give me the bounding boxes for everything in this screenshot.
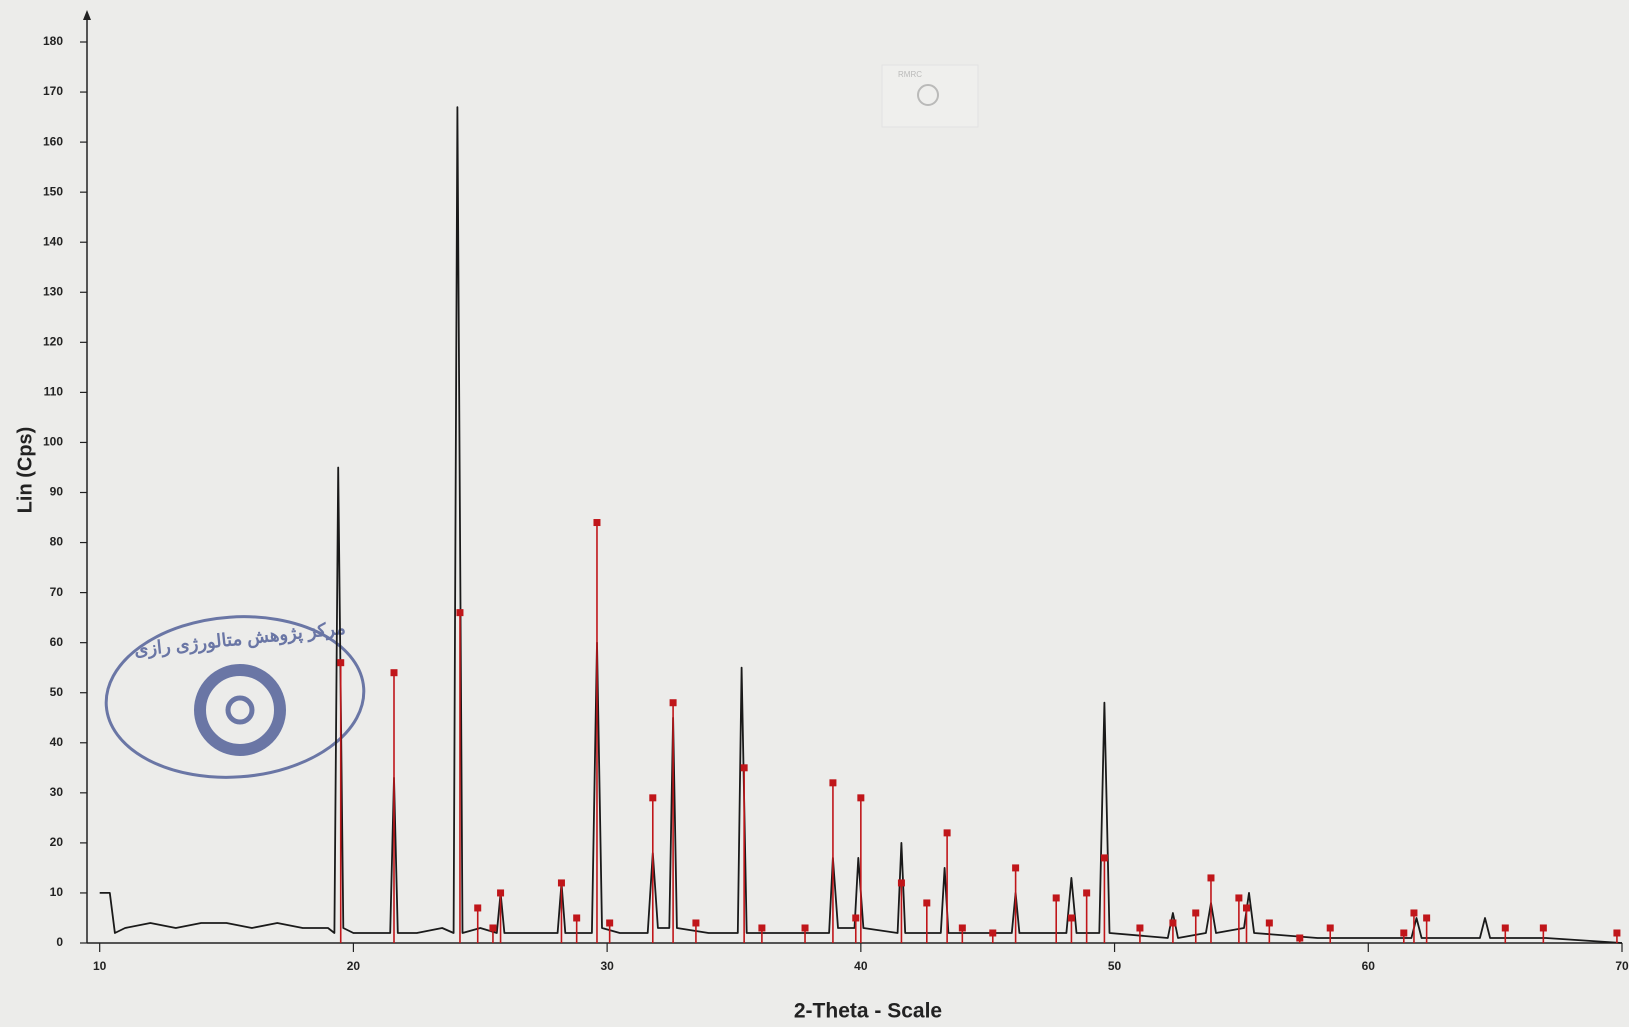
- y-tick-label: 20: [50, 835, 64, 849]
- stamp-logo: [194, 664, 286, 756]
- y-tick-label: 150: [43, 184, 63, 198]
- y-tick-label: 110: [44, 385, 64, 399]
- reference-marker: [943, 829, 951, 837]
- y-tick-label: 100: [43, 435, 63, 449]
- reference-marker: [497, 889, 505, 897]
- watermark-text: RMRC: [898, 70, 922, 79]
- x-tick-label: 30: [600, 959, 614, 973]
- y-axis-label: Lin (Cps): [14, 427, 36, 514]
- reference-marker: [1501, 924, 1509, 932]
- reference-marker: [1539, 924, 1547, 932]
- reference-marker: [606, 919, 614, 927]
- watermark: RMRC: [881, 64, 979, 128]
- reference-marker: [1410, 909, 1418, 917]
- reference-marker: [1100, 854, 1108, 862]
- reference-marker: [852, 914, 860, 922]
- reference-marker: [1265, 919, 1273, 927]
- reference-marker: [1169, 919, 1177, 927]
- y-tick-label: 180: [43, 34, 63, 48]
- reference-marker: [801, 924, 809, 932]
- reference-marker: [897, 879, 905, 887]
- reference-marker: [474, 904, 482, 912]
- y-axis-arrow: [83, 10, 91, 20]
- y-tick-label: 160: [43, 134, 63, 148]
- reference-marker: [692, 919, 700, 927]
- reference-marker: [1326, 924, 1334, 932]
- x-tick-label: 40: [854, 959, 868, 973]
- reference-marker: [857, 794, 865, 802]
- reference-marker: [1136, 924, 1144, 932]
- reference-marker: [829, 779, 837, 787]
- x-tick-label: 10: [93, 959, 107, 973]
- diffraction-pattern: [99, 106, 1623, 944]
- reference-marker: [1400, 929, 1408, 937]
- reference-marker: [390, 669, 398, 677]
- watermark-logo: [917, 84, 939, 106]
- reference-marker: [337, 659, 345, 667]
- y-tick-label: 0: [56, 935, 63, 949]
- reference-marker: [1067, 914, 1075, 922]
- reference-marker: [758, 924, 766, 932]
- y-tick-label: 40: [50, 735, 64, 749]
- y-tick-label: 30: [50, 785, 64, 799]
- reference-marker: [740, 764, 748, 772]
- reference-marker: [489, 924, 497, 932]
- y-tick-label: 130: [43, 284, 63, 298]
- x-tick-label: 50: [1108, 959, 1122, 973]
- reference-marker: [923, 899, 931, 907]
- reference-marker: [1613, 929, 1621, 937]
- reference-marker: [1423, 914, 1431, 922]
- y-tick-label: 80: [50, 535, 64, 549]
- reference-marker: [1242, 904, 1250, 912]
- reference-marker: [649, 794, 657, 802]
- stamp-ring: [104, 615, 366, 779]
- x-axis-label: 2-Theta - Scale: [794, 1000, 942, 1023]
- stamp-logo-core: [225, 695, 255, 725]
- y-tick-label: 10: [50, 885, 64, 899]
- x-tick-label: 60: [1362, 959, 1376, 973]
- reference-marker: [1235, 894, 1243, 902]
- y-tick-label: 90: [50, 485, 64, 499]
- reference-marker: [1052, 894, 1060, 902]
- y-tick-label: 60: [50, 635, 64, 649]
- reference-marker: [1207, 874, 1215, 882]
- reference-marker: [1296, 934, 1304, 942]
- reference-marker: [1192, 909, 1200, 917]
- reference-marker: [456, 609, 464, 617]
- reference-marker: [1012, 864, 1020, 872]
- y-tick-label: 120: [43, 335, 63, 349]
- watermark-box: [881, 64, 979, 128]
- y-tick-label: 140: [43, 234, 63, 248]
- x-tick-label: 20: [347, 959, 361, 973]
- y-tick-label: 70: [50, 585, 64, 599]
- x-tick-label: 70: [1615, 959, 1629, 973]
- reference-marker: [958, 924, 966, 932]
- reference-marker: [593, 519, 601, 527]
- reference-marker: [669, 699, 677, 707]
- reference-marker: [573, 914, 581, 922]
- y-tick-label: 170: [43, 84, 63, 98]
- reference-marker: [557, 879, 565, 887]
- reference-marker: [1083, 889, 1091, 897]
- y-tick-label: 50: [50, 685, 64, 699]
- reference-marker: [989, 929, 997, 937]
